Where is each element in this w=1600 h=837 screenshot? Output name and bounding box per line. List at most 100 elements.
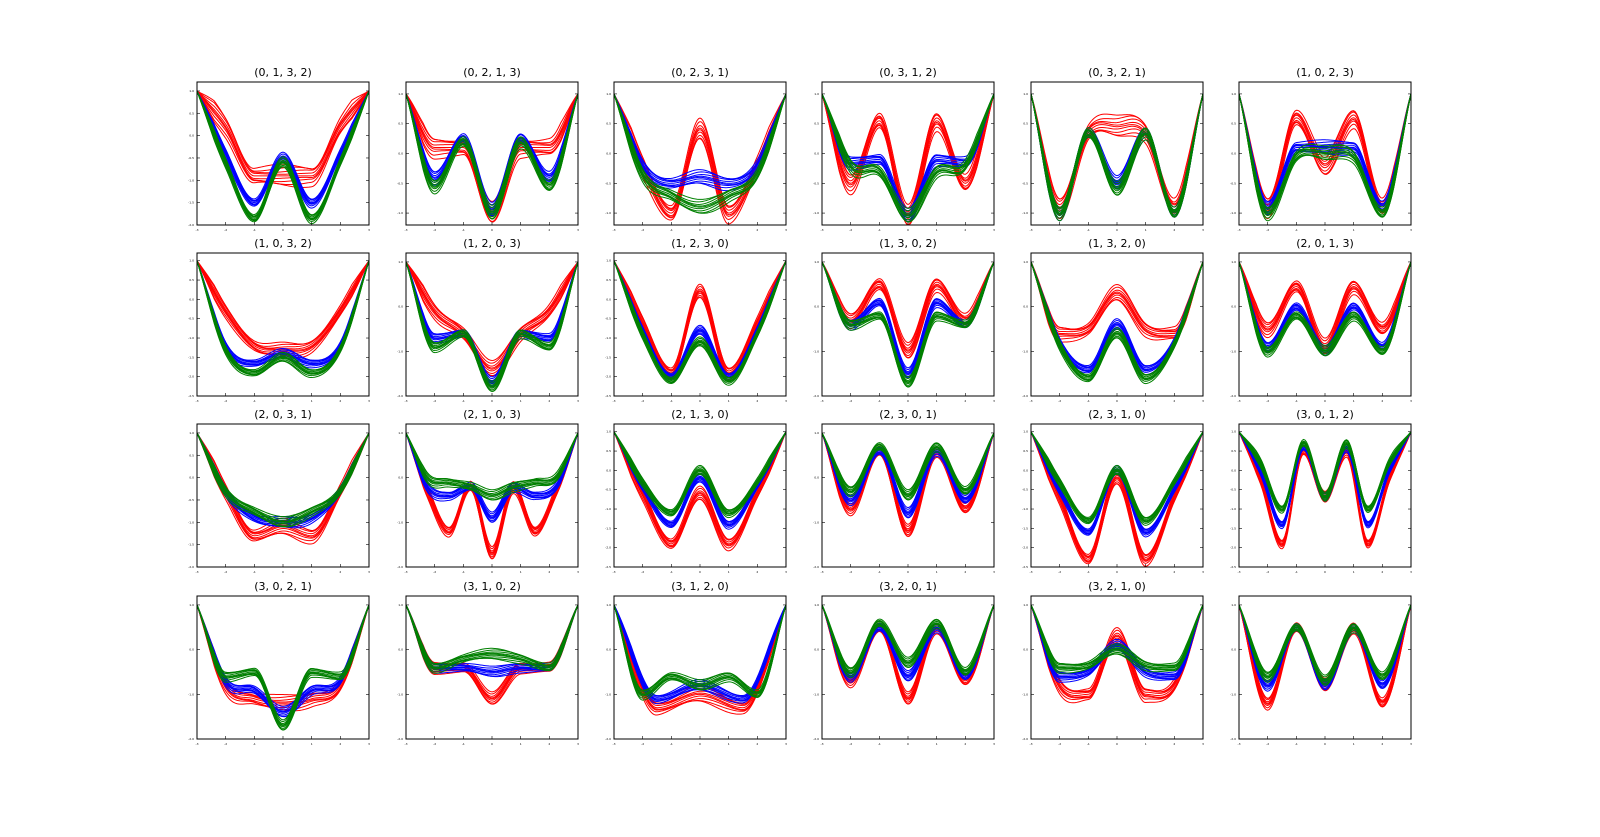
x-tick-label: -1 bbox=[1087, 742, 1090, 746]
x-tick-label: 0 bbox=[282, 742, 284, 746]
x-tick-label: -2 bbox=[641, 742, 644, 746]
x-tick-label: 2 bbox=[548, 742, 550, 746]
red-series-line bbox=[1239, 604, 1411, 711]
blue-series-line bbox=[406, 261, 578, 380]
subplot-title: (3, 2, 0, 1) bbox=[879, 580, 937, 593]
green-series-line bbox=[1239, 604, 1411, 685]
green-series-line bbox=[614, 260, 786, 379]
y-tick-label: -2.0 bbox=[397, 394, 403, 398]
red-series-line bbox=[1031, 93, 1203, 208]
red-series-line bbox=[406, 93, 578, 203]
green-series-line bbox=[406, 261, 578, 392]
x-tick-label: -3 bbox=[405, 742, 408, 746]
subplot: -3 -2 -1 0 1 2 3 -2.0 -1.0 0.0 1.0 (2, 1, 0, 3) bbox=[397, 408, 579, 574]
x-tick-label: -3 bbox=[821, 742, 824, 746]
y-tick-label: -2.0 bbox=[397, 565, 403, 569]
red-series-line bbox=[406, 93, 578, 220]
y-tick-label: -2.0 bbox=[1022, 546, 1028, 550]
x-tick-label: -1 bbox=[878, 399, 881, 403]
x-tick-label: -1 bbox=[878, 742, 881, 746]
x-tick-label: 2 bbox=[339, 399, 341, 403]
red-series-line bbox=[1031, 431, 1203, 567]
x-tick-label: 0 bbox=[491, 228, 493, 232]
subplot-title: (2, 3, 1, 0) bbox=[1088, 408, 1146, 421]
x-tick-label: 3 bbox=[993, 399, 995, 403]
y-tick-label: -2.5 bbox=[1022, 565, 1028, 569]
blue-series-line bbox=[406, 432, 578, 522]
x-tick-label: 3 bbox=[1410, 228, 1412, 232]
y-tick-label: 1.0 bbox=[814, 92, 819, 96]
red-series-line bbox=[197, 604, 369, 706]
y-tick-label: 1.0 bbox=[398, 603, 403, 607]
y-tick-label: -2.0 bbox=[605, 737, 611, 741]
red-series-line bbox=[822, 261, 994, 349]
subplot: -3 -2 -1 0 1 2 3 -2.0 -1.0 0.0 1.0 (2, 3, 0, 1) bbox=[813, 408, 995, 574]
blue-series-line bbox=[822, 604, 994, 677]
series-group bbox=[1239, 604, 1411, 711]
green-series-line bbox=[406, 432, 578, 498]
y-tick-label: 0.0 bbox=[814, 648, 819, 652]
y-tick-label: 1.0 bbox=[189, 89, 194, 93]
axes-frame bbox=[1238, 595, 1412, 740]
red-series-line bbox=[406, 604, 578, 699]
red-series-line bbox=[822, 604, 994, 705]
red-series-line bbox=[822, 93, 994, 209]
x-tick-label: 2 bbox=[756, 399, 758, 403]
y-tick-label: 0.5 bbox=[606, 449, 611, 453]
x-tick-label: 0 bbox=[699, 228, 701, 232]
y-tick-label: -0.5 bbox=[605, 181, 611, 185]
y-tick-label: 1.0 bbox=[1231, 260, 1236, 264]
series-group bbox=[822, 261, 994, 388]
y-tick-label: 0.5 bbox=[606, 278, 611, 282]
y-tick-label: 0.5 bbox=[189, 453, 194, 457]
green-series-line bbox=[1031, 604, 1203, 667]
red-series-line bbox=[822, 261, 994, 346]
y-tick-label: -2.0 bbox=[1230, 394, 1236, 398]
x-tick-label: -2 bbox=[433, 399, 436, 403]
x-tick-label: 0 bbox=[282, 399, 284, 403]
green-series-line bbox=[1239, 604, 1411, 683]
x-tick-label: 2 bbox=[548, 399, 550, 403]
green-series-line bbox=[822, 604, 994, 674]
x-tick-label: -2 bbox=[433, 228, 436, 232]
x-tick-label: -1 bbox=[670, 399, 673, 403]
blue-series-line bbox=[1239, 93, 1411, 206]
x-tick-label: -1 bbox=[462, 742, 465, 746]
x-tick-label: 3 bbox=[577, 570, 579, 574]
subplot: -3 -2 -1 0 1 2 3 -1.0 -0.5 0.0 0.5 1.0 (0, 2, 1, 3) bbox=[397, 66, 579, 232]
green-series-line bbox=[822, 432, 994, 498]
green-series-line bbox=[614, 93, 786, 210]
series-group bbox=[614, 93, 786, 225]
green-series-line bbox=[406, 432, 578, 491]
subplot: -3 -2 -1 0 1 2 3 -2.0 -1.0 0.0 1.0 (2, 0, 1, 3) bbox=[1230, 237, 1412, 403]
y-tick-label: 1.0 bbox=[606, 259, 611, 263]
red-series-line bbox=[1031, 261, 1203, 333]
x-tick-label: 3 bbox=[368, 228, 370, 232]
blue-series-line bbox=[614, 93, 786, 180]
x-tick-label: -1 bbox=[670, 570, 673, 574]
green-series-line bbox=[1239, 93, 1411, 216]
y-tick-label: 0.5 bbox=[814, 122, 819, 126]
subplot-title: (0, 2, 1, 3) bbox=[463, 66, 521, 79]
x-tick-label: -2 bbox=[224, 228, 227, 232]
red-series-line bbox=[822, 604, 994, 700]
green-series-line bbox=[406, 604, 578, 666]
subplot: -3 -2 -1 0 1 2 3 -2.0 -1.5 -1.0 -0.5 0.0 0.5 1.0 (0, 1… bbox=[188, 66, 370, 232]
green-series-line bbox=[1239, 261, 1411, 352]
x-tick-label: 0 bbox=[907, 228, 909, 232]
y-tick-label: -2.0 bbox=[188, 737, 194, 741]
x-tick-label: -2 bbox=[641, 228, 644, 232]
green-series-line bbox=[1031, 93, 1203, 214]
x-tick-label: -3 bbox=[1238, 570, 1241, 574]
axes-frame bbox=[405, 81, 579, 226]
series-group bbox=[406, 93, 578, 223]
blue-series-line bbox=[406, 261, 578, 378]
red-series-line bbox=[406, 604, 578, 701]
subplot-title: (0, 3, 2, 1) bbox=[1088, 66, 1146, 79]
y-tick-label: -2.0 bbox=[1022, 394, 1028, 398]
y-tick-label: -2.5 bbox=[605, 565, 611, 569]
x-tick-label: -1 bbox=[670, 742, 673, 746]
red-series-line bbox=[1031, 93, 1203, 200]
x-tick-label: 1 bbox=[936, 399, 938, 403]
